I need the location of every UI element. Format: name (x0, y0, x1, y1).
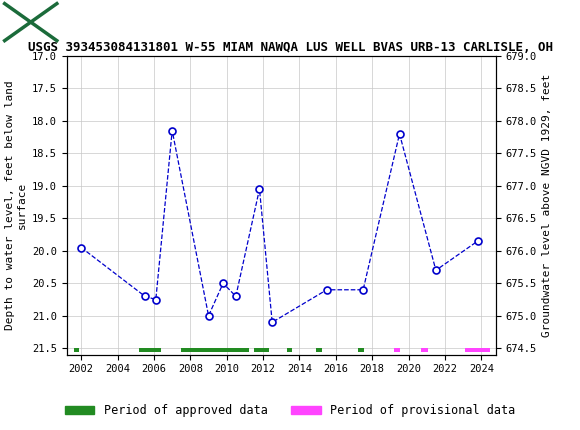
Bar (394, 348, 400, 353)
Bar (182, 348, 249, 353)
Bar (316, 348, 322, 353)
Text: USGS 393453084131801 W-55 MIAM NAWQA LUS WELL BVAS URB-13 CARLISLE, OH: USGS 393453084131801 W-55 MIAM NAWQA LUS… (27, 41, 553, 54)
Legend: Period of approved data, Period of provisional data: Period of approved data, Period of provi… (60, 399, 520, 422)
Bar (5, 3, 57, 41)
Bar (139, 348, 161, 353)
Bar (254, 348, 270, 353)
Bar (421, 348, 427, 353)
Y-axis label: Depth to water level, feet below land
surface: Depth to water level, feet below land su… (5, 80, 27, 330)
Text: USGS: USGS (65, 13, 125, 32)
Y-axis label: Groundwater level above NGVD 1929, feet: Groundwater level above NGVD 1929, feet (542, 74, 552, 337)
Bar (74, 348, 78, 353)
Bar (465, 348, 491, 353)
Bar (358, 348, 364, 353)
Bar (287, 348, 292, 353)
